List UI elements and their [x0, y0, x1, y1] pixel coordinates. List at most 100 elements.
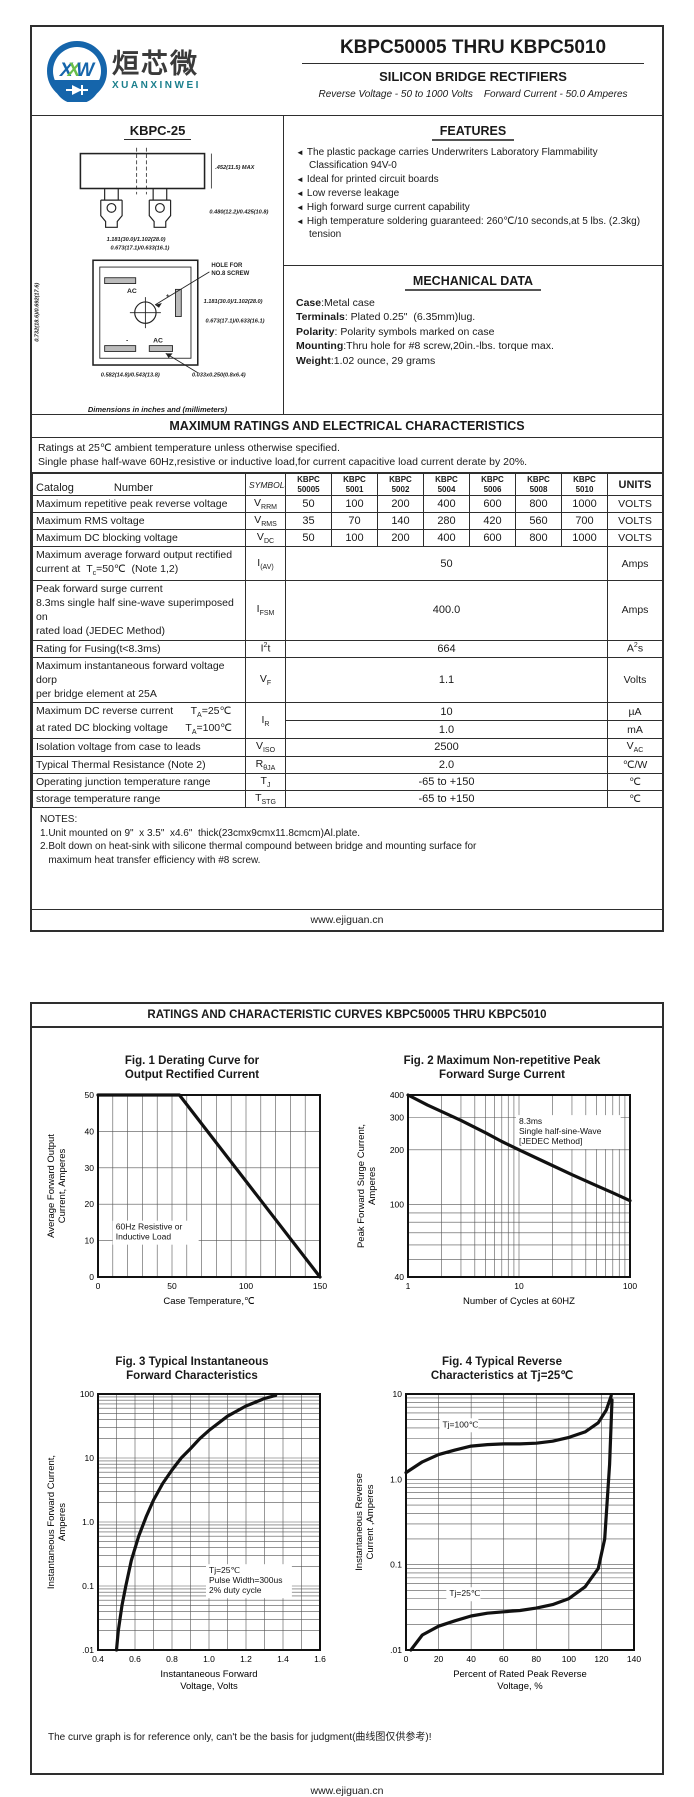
fig4-caption: Fig. 4 Typical Reverse Characteristics at…	[430, 1356, 574, 1383]
notes-section: NOTES: 1.Unit mounted on 9" x 3.5" x4.6"…	[32, 808, 662, 909]
unit-cell: VOLTS	[607, 511, 663, 531]
table-row: Maximum instantaneous forward voltage do…	[32, 656, 663, 704]
table-row: Maximum repetitive peak reverse voltage V…	[32, 494, 663, 513]
note-line: maximum heat transfer efficiency with #8…	[40, 854, 261, 866]
svg-text:100: 100	[623, 1281, 637, 1291]
parameter-cell: storage temperature range	[32, 789, 246, 809]
package-name: KBPC-25	[123, 123, 192, 140]
svg-text:.01: .01	[82, 1645, 94, 1655]
svg-text:50: 50	[85, 1090, 95, 1100]
mech-row-case: Case:Metal case	[296, 297, 375, 309]
svg-text:0.6: 0.6	[129, 1654, 141, 1664]
unit-cell: mA	[607, 720, 663, 740]
svg-text:20: 20	[85, 1199, 95, 1209]
value-cell: 100	[331, 529, 378, 548]
curve-disclaimer: The curve graph is for reference only, c…	[48, 1732, 432, 1744]
unit-cell: ℃	[607, 789, 663, 809]
dim-side-left: 0.732(18.6)/0.692(17.6)	[34, 283, 40, 342]
value-cell: 800	[515, 494, 562, 513]
value-cell: 10	[285, 702, 608, 722]
arrow-bullet-icon: ◄	[296, 175, 304, 184]
symbol-cell: IFSM	[245, 579, 286, 641]
mech-row-polarity: Polarity: Polarity symbols marked on cas…	[296, 325, 495, 338]
ratings-condition-line2: Single phase half-wave 60Hz,resistive or…	[38, 456, 528, 469]
svg-text:Instantaneous ReverseCurrent ,: Instantaneous ReverseCurrent ,Amperes	[354, 1473, 376, 1571]
ratings-conditions: Ratings at 25℃ ambient temperature unles…	[32, 438, 662, 474]
svg-text:50: 50	[167, 1281, 177, 1291]
svg-text:40: 40	[466, 1654, 476, 1664]
svg-text:Inductive Load: Inductive Load	[116, 1232, 172, 1242]
terminal-ac2-label: AC	[153, 338, 163, 345]
svg-text:1.0: 1.0	[390, 1474, 402, 1484]
package-drawing-panel: KBPC-25 .452(11.5) MAX 0.480(12.2)/0.425…	[32, 116, 284, 414]
svg-text:40: 40	[395, 1272, 405, 1282]
symbol-cell: I(AV)	[245, 546, 286, 581]
value-cell: 200	[377, 494, 424, 513]
value-cell: 35	[285, 511, 332, 531]
symbols-header: SYMBOLS	[245, 473, 286, 496]
svg-text:100: 100	[390, 1200, 404, 1210]
unit-cell: VAC	[607, 738, 663, 757]
table-row: storage temperature range TSTG -65 to +150…	[32, 789, 663, 809]
svg-text:Instantaneous Forward Current,: Instantaneous Forward Current,Amperes	[46, 1455, 68, 1589]
svg-text:100: 100	[239, 1281, 253, 1291]
svg-text:Voltage, %: Voltage, %	[497, 1681, 543, 1692]
logo: XXW 烜芯微 XUANXINWEI	[32, 27, 284, 115]
svg-text:1.0: 1.0	[203, 1654, 215, 1664]
feature-item: ◄ Ideal for printed circuit boards	[296, 174, 439, 185]
svg-text:200: 200	[390, 1145, 404, 1155]
symbol-cell: TSTG	[245, 789, 286, 809]
charts-grid: Fig. 1 Derating Curve for Output Rectifie…	[32, 1028, 662, 1706]
logo-icon: XXW	[47, 41, 107, 102]
table-row: Maximum DC blocking voltage VDC 50 100 200 40…	[32, 529, 663, 548]
parameter-cell: Maximum instantaneous forward voltage do…	[32, 656, 246, 704]
note-line: 1.Unit mounted on 9" x 3.5" x4.6" thick(…	[40, 827, 361, 839]
device-column-header: KBPC 50005	[285, 473, 332, 496]
svg-text:40: 40	[85, 1126, 95, 1136]
curves-section-heading: RATINGS AND CHARACTERISTIC CURVES KBPC50…	[32, 1004, 662, 1029]
unit-cell: ℃/W	[607, 755, 663, 774]
svg-text:60Hz Resistive or: 60Hz Resistive or	[116, 1222, 183, 1232]
svg-text:2% duty cycle: 2% duty cycle	[209, 1585, 262, 1595]
value-cell: 280	[423, 511, 470, 531]
svg-text:1.4: 1.4	[277, 1654, 289, 1664]
features-heading: FEATURES	[431, 124, 515, 141]
page-title: KBPC50005 THRU KBPC5010	[339, 37, 607, 58]
unit-cell: A2s	[607, 639, 663, 658]
value-cell: 400	[423, 529, 470, 548]
svg-text:Tj=25℃: Tj=25℃	[449, 1588, 480, 1598]
dim-hole-right: 0.673(17.1)/0.633(16.1)	[205, 318, 264, 324]
fig2-surge-current: Fig. 2 Maximum Non-repetitive Peak Forwar…	[350, 1054, 654, 1329]
value-cell: 1.0	[285, 720, 608, 740]
svg-text:30: 30	[85, 1163, 95, 1173]
value-cell: 50	[285, 546, 608, 581]
mech-row-mounting: Mounting:Thru hole for #8 screw,20in.-lb…	[296, 340, 554, 353]
value-cell: 1000	[561, 494, 608, 513]
svg-text:1.2: 1.2	[240, 1654, 252, 1664]
header: XXW 烜芯微 XUANXINWEI KBPC50005 THRU KBPC50…	[32, 27, 662, 116]
svg-text:400: 400	[390, 1090, 404, 1100]
value-cell: 140	[377, 511, 424, 531]
svg-text:1.6: 1.6	[314, 1654, 326, 1664]
svg-text:300: 300	[390, 1113, 404, 1123]
svg-text:1.0: 1.0	[82, 1517, 94, 1527]
svg-text:Percent of Rated Peak Reverse: Percent of Rated Peak Reverse	[453, 1669, 587, 1680]
value-cell: 560	[515, 511, 562, 531]
datasheet-page-1: XXW 烜芯微 XUANXINWEI KBPC50005 THRU KBPC50…	[30, 25, 664, 933]
features-list: ◄ The plastic package carries Underwriter…	[292, 146, 654, 241]
svg-text:10: 10	[514, 1281, 524, 1291]
table-row: Rating for Fusing(t<8.3ms) I2t 664 A2s	[32, 639, 663, 658]
fig2-caption: Fig. 2 Maximum Non-repetitive Peak Forwar…	[403, 1055, 601, 1082]
fig3-caption: Fig. 3 Typical Instantaneous Forward Char…	[115, 1356, 269, 1383]
mechanical-heading: MECHANICAL DATA	[404, 274, 542, 291]
svg-text:Pulse Width=300us: Pulse Width=300us	[209, 1575, 282, 1585]
table-row: Peak forward surge current 8.3ms single h…	[32, 579, 663, 641]
device-column-header: KBPC 5001	[331, 473, 378, 496]
unit-cell: Amps	[607, 546, 663, 581]
dim-body-height: .452(11.5) MAX	[215, 165, 255, 171]
value-cell: 420	[469, 511, 516, 531]
device-column-header: KBPC 5002	[377, 473, 424, 496]
svg-text:20: 20	[434, 1654, 444, 1664]
